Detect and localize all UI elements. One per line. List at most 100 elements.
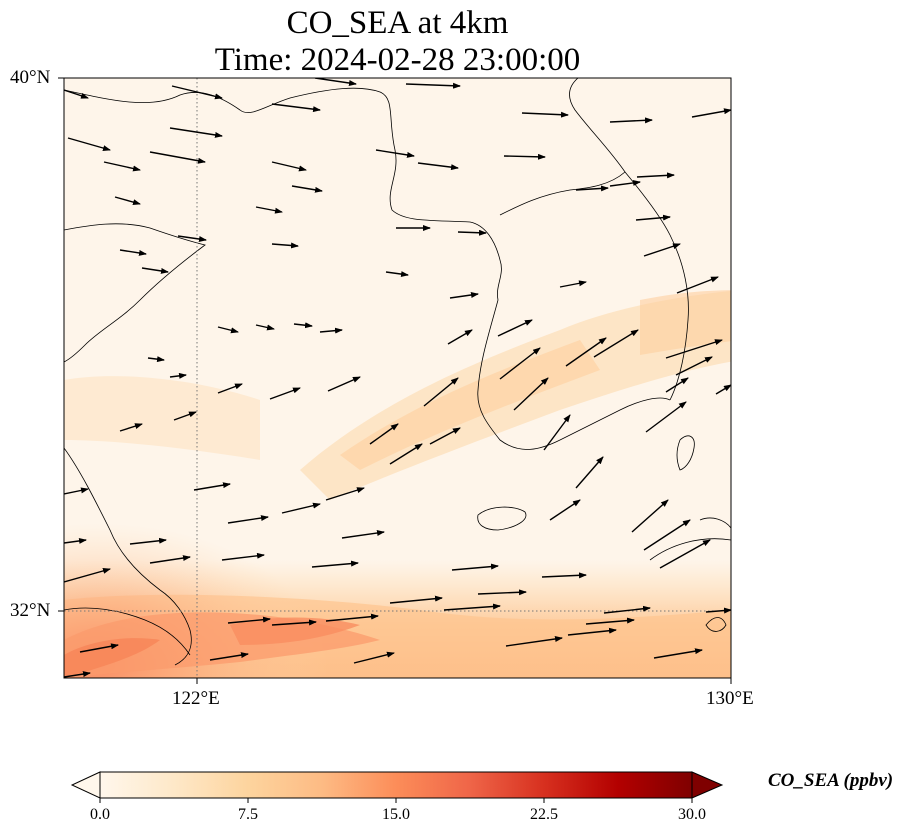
wind-arrow	[291, 185, 323, 193]
wind-arrow	[271, 619, 317, 626]
wind-arrow	[477, 589, 527, 596]
wind-arrow	[457, 229, 487, 236]
wind-arrow	[497, 319, 533, 337]
wind-arrow	[327, 376, 361, 392]
lat-tick-32n: 32°N	[10, 600, 51, 621]
wind-arrow	[255, 206, 283, 214]
map-title-line2: Time: 2024-02-28 23:00:00	[214, 42, 581, 78]
wind-arrow	[549, 499, 581, 521]
wind-arrow	[691, 108, 731, 118]
wind-arrow	[451, 563, 499, 571]
wind-arrow	[593, 329, 639, 358]
wind-arrow	[67, 137, 111, 151]
wind-arrow	[271, 103, 321, 113]
wind-arrow	[169, 372, 187, 379]
wind-arrow	[341, 530, 385, 539]
wind-arrow	[513, 377, 549, 411]
wind-arrow	[103, 161, 141, 172]
colorbar-tick-0: 0.0	[90, 806, 110, 823]
gridlines	[64, 78, 731, 678]
wind-arrow	[119, 249, 147, 256]
wind-arrow	[353, 651, 395, 664]
wind-arrow	[675, 356, 713, 376]
wind-arrow	[643, 243, 681, 257]
wind-arrow	[676, 276, 719, 294]
wind-arrow	[141, 267, 169, 274]
wind-arrow	[609, 179, 641, 187]
wind-arrow	[173, 411, 197, 421]
wind-arrow	[565, 337, 607, 367]
map-title-line1: CO_SEA at 4km	[286, 5, 509, 41]
coastlines	[64, 78, 731, 666]
wind-arrow	[119, 423, 143, 432]
wind-arrow	[149, 151, 206, 164]
wind-arrow	[227, 616, 271, 624]
wind-arrow	[255, 324, 275, 331]
wind-arrow	[64, 89, 89, 99]
wind-arrow	[705, 607, 731, 614]
wind-arrow	[171, 85, 223, 100]
wind-arrow	[311, 560, 359, 568]
colorbar-label: CO_SEA (ppbv)	[768, 770, 894, 791]
wind-arrow	[543, 414, 571, 451]
wind-arrow	[369, 423, 399, 445]
wind-arrow	[449, 292, 479, 299]
wind-arrow	[631, 499, 669, 533]
wind-arrow	[149, 555, 191, 564]
wind-arrow	[227, 515, 269, 524]
wind-arrow	[64, 568, 111, 583]
wind-arrow	[319, 327, 343, 334]
wind-arrow	[636, 172, 675, 179]
wind-arrow	[221, 552, 265, 561]
wind-arrow	[499, 347, 541, 380]
wind-arrow	[643, 519, 691, 551]
wind-arrow	[505, 636, 563, 647]
concentration-field	[64, 78, 731, 678]
wind-arrow	[665, 377, 689, 393]
wind-vectors	[64, 78, 731, 678]
wind-arrow	[715, 384, 731, 395]
colorbar-extend-min	[70, 771, 101, 799]
wind-arrow	[417, 162, 459, 171]
wind-arrow	[503, 153, 546, 160]
lon-tick-130e: 130°E	[706, 688, 754, 709]
wind-arrow	[635, 214, 671, 221]
wind-arrow	[653, 648, 703, 659]
wind-arrow	[389, 443, 423, 465]
wind-arrow	[64, 537, 87, 544]
wind-arrow	[443, 603, 501, 611]
wind-arrow	[64, 671, 91, 678]
wind-arrow	[177, 235, 207, 242]
wind-arrow	[314, 78, 357, 86]
wind-arrow	[129, 537, 167, 545]
wind-arrow	[665, 339, 723, 359]
colorbar-extend-max	[691, 771, 724, 799]
wind-arrow	[659, 539, 711, 569]
colorbar-tick-1: 7.5	[238, 806, 258, 823]
colorbar	[70, 771, 724, 803]
colorbar-gradient	[99, 771, 693, 799]
wind-arrow	[567, 627, 617, 636]
wind-arrow	[193, 482, 231, 491]
wind-arrow	[429, 427, 461, 445]
wind-arrow	[269, 387, 301, 400]
wind-arrow	[271, 161, 307, 172]
wind-arrow	[389, 595, 443, 604]
colorbar-tick-3: 22.5	[530, 806, 558, 823]
wind-arrow	[645, 401, 687, 433]
wind-arrow	[281, 502, 321, 514]
wind-arrow	[575, 456, 604, 489]
colorbar-tick-2: 15.0	[382, 806, 410, 823]
wind-arrow	[64, 487, 89, 495]
wind-arrow	[325, 487, 365, 501]
wind-arrow	[585, 617, 635, 625]
wind-arrow	[114, 196, 141, 206]
lat-tick-40n: 40°N	[10, 67, 51, 88]
wind-arrow	[209, 652, 249, 661]
wind-arrow	[575, 185, 609, 192]
wind-arrow	[609, 117, 653, 124]
wind-arrow	[271, 242, 299, 249]
wind-arrow	[79, 643, 119, 653]
wind-arrow	[147, 356, 165, 363]
